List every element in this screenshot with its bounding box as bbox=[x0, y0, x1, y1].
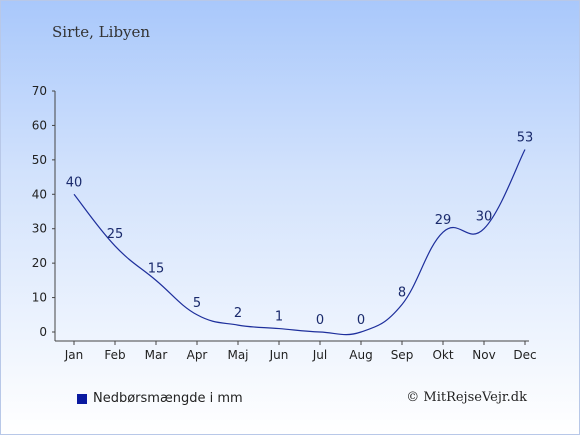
legend-label: Nedbørsmængde i mm bbox=[93, 391, 243, 406]
chart-title: Sirte, Libyen bbox=[52, 23, 151, 41]
data-label: 25 bbox=[107, 227, 124, 242]
y-tick-label: 10 bbox=[32, 291, 47, 305]
x-tick-label: Jul bbox=[312, 348, 327, 362]
y-tick-label: 50 bbox=[32, 153, 47, 167]
legend-swatch bbox=[77, 393, 87, 404]
data-label: 8 bbox=[398, 285, 406, 300]
x-tick-label: Mar bbox=[145, 348, 168, 362]
x-tick-label: Feb bbox=[104, 348, 125, 362]
data-label: 53 bbox=[517, 131, 534, 146]
x-tick-label: Sep bbox=[391, 348, 414, 362]
x-tick-label: Okt bbox=[432, 348, 453, 362]
copyright-text: © MitRejseVejr.dk bbox=[406, 390, 527, 405]
x-tick-label: Jan bbox=[64, 348, 84, 362]
data-label: 0 bbox=[316, 313, 324, 328]
data-label: 29 bbox=[435, 213, 452, 228]
x-tick-label: Jun bbox=[269, 348, 289, 362]
y-tick-label: 60 bbox=[32, 118, 47, 132]
y-tick-label: 20 bbox=[32, 256, 47, 270]
data-label: 40 bbox=[66, 175, 83, 190]
legend: Nedbørsmængde i mm bbox=[77, 391, 243, 406]
x-tick-label: Apr bbox=[187, 348, 208, 362]
data-label: 5 bbox=[193, 296, 201, 311]
series-line bbox=[73, 149, 526, 336]
x-tick-label: Nov bbox=[472, 348, 495, 362]
y-tick-label: 30 bbox=[32, 222, 47, 236]
data-label: 2 bbox=[234, 306, 242, 321]
data-label: 1 bbox=[275, 310, 283, 325]
x-tick-label: Aug bbox=[349, 348, 372, 362]
x-tick-label: Maj bbox=[227, 348, 248, 362]
data-label: 15 bbox=[148, 261, 165, 276]
data-label: 30 bbox=[476, 210, 493, 225]
y-tick-label: 70 bbox=[32, 84, 47, 98]
y-tick-label: 0 bbox=[39, 325, 47, 339]
data-label: 0 bbox=[357, 313, 365, 328]
y-tick-label: 40 bbox=[32, 187, 47, 201]
x-tick-label: Dec bbox=[513, 348, 536, 362]
